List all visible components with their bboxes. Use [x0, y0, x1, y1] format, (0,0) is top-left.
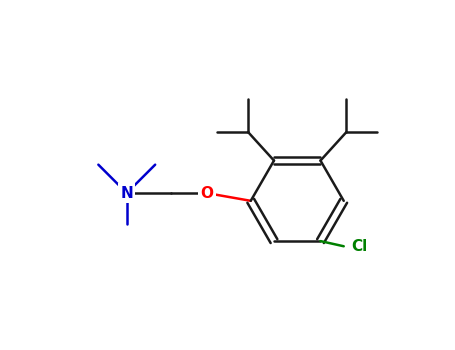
Text: N: N: [121, 186, 133, 201]
Text: O: O: [200, 186, 213, 201]
Text: Cl: Cl: [351, 239, 368, 254]
